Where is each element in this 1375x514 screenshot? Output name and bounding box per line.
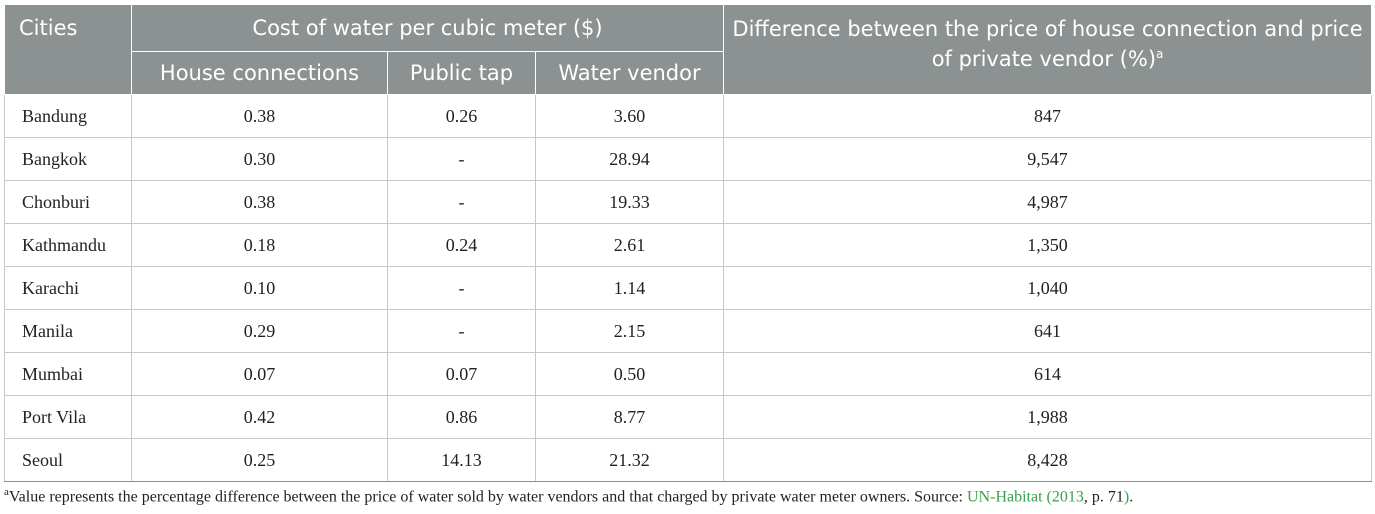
public-tap-cell: 0.07 <box>387 352 536 396</box>
cities-header: Cities <box>4 4 132 95</box>
city-cell: Seoul <box>4 438 132 482</box>
public-tap-cell: - <box>387 266 536 310</box>
house-connection-cell: 0.10 <box>131 266 388 310</box>
public-tap-cell: 14.13 <box>387 438 536 482</box>
house-connection-cell: 0.38 <box>131 180 388 224</box>
public-tap-cell: 0.24 <box>387 223 536 267</box>
difference-cell: 614 <box>723 352 1373 396</box>
footnote-end: . <box>1129 488 1134 506</box>
difference-footnote-mark: a <box>1156 47 1164 61</box>
water-vendor-cell: 2.15 <box>534 309 725 353</box>
table-row: Bangkok 0.30-28.94 9,547 <box>4 137 1373 181</box>
difference-header: Difference between the price of house co… <box>723 4 1373 95</box>
city-cell: Kathmandu <box>4 223 132 267</box>
table-row: Seoul 0.25 14.13 21.32 8,428 <box>4 438 1373 482</box>
table-row: Karachi 0.10-1.14 1,040 <box>4 266 1373 310</box>
water-vendor-cell: 1.14 <box>534 266 725 310</box>
water-vendor-cell: 0.50 <box>534 352 725 396</box>
difference-cell: 847 <box>723 94 1373 138</box>
water-vendor-header: Water vendor <box>534 51 725 95</box>
house-connections-header: House connections <box>131 51 388 95</box>
header-row-sub: House connections Public tap Water vendo… <box>5 51 1372 95</box>
city-cell: Bandung <box>4 94 132 138</box>
cost-group-header: Cost of water per cubic meter ($) <box>130 4 725 52</box>
source-link[interactable]: UN-Habitat (2013 <box>967 488 1084 505</box>
city-cell: Mumbai <box>4 352 132 396</box>
house-connection-cell: 0.25 <box>131 438 388 482</box>
house-connection-cell: 0.42 <box>131 395 388 439</box>
house-connection-cell: 0.29 <box>131 309 388 353</box>
difference-cell: 4,987 <box>723 180 1373 224</box>
difference-cell: 641 <box>723 309 1373 353</box>
table-row: Mumbai 0.07 0.07 0.50 614 <box>4 352 1373 396</box>
difference-cell: 1,350 <box>723 223 1373 267</box>
water-vendor-cell: 2.61 <box>534 223 725 267</box>
table-body: Bandung 0.38 0.26 3.60 847 Bangkok 0.30-28.94 9… <box>4 94 1373 482</box>
difference-header-text: Difference between the price of house co… <box>732 17 1363 71</box>
public-tap-cell: - <box>387 309 536 353</box>
public-tap-header: Public tap <box>387 51 536 95</box>
city-cell: Manila <box>4 309 132 353</box>
city-cell: Chonburi <box>4 180 132 224</box>
public-tap-cell: - <box>387 180 536 224</box>
footnote-page-ref: , p. 71 <box>1083 488 1124 506</box>
table-row: Kathmandu 0.18 0.24 2.61 1,350 <box>4 223 1373 267</box>
source-link-text: UN-Habitat (2013 <box>967 488 1084 506</box>
water-vendor-cell: 3.60 <box>534 94 725 138</box>
difference-cell: 9,547 <box>723 137 1373 181</box>
difference-cell: 1,988 <box>723 395 1373 439</box>
difference-cell: 8,428 <box>723 438 1373 482</box>
footnote-text: Value represents the percentage differen… <box>8 488 967 506</box>
city-cell: Port Vila <box>4 395 132 439</box>
footnote-mark: a <box>4 486 9 498</box>
house-connection-cell: 0.30 <box>131 137 388 181</box>
public-tap-cell: - <box>387 137 536 181</box>
water-vendor-cell: 28.94 <box>534 137 725 181</box>
water-vendor-cell: 8.77 <box>534 395 725 439</box>
city-cell: Karachi <box>4 266 132 310</box>
table-row: Manila 0.29-2.15 641 <box>4 309 1373 353</box>
house-connection-cell: 0.38 <box>131 94 388 138</box>
table-row: Port Vila 0.42 0.86 8.77 1,988 <box>4 395 1373 439</box>
header-row-top: Cities Cost of water per cubic meter ($)… <box>4 4 1373 95</box>
table-footnote: aValue represents the percentage differe… <box>4 486 1133 506</box>
water-vendor-cell: 21.32 <box>534 438 725 482</box>
city-cell: Bangkok <box>4 137 132 181</box>
table-row: Bandung 0.38 0.26 3.60 847 <box>4 94 1373 138</box>
source-link-close[interactable]: ) <box>1123 488 1130 506</box>
public-tap-cell: 0.86 <box>387 395 536 439</box>
water-vendor-cell: 19.33 <box>534 180 725 224</box>
public-tap-cell: 0.26 <box>387 94 536 138</box>
house-connection-cell: 0.18 <box>131 223 388 267</box>
difference-cell: 1,040 <box>723 266 1373 310</box>
house-connection-cell: 0.07 <box>131 352 388 396</box>
water-cost-table: Cities Cost of water per cubic meter ($)… <box>4 4 1373 482</box>
table-row: Chonburi 0.38-19.33 4,987 <box>4 180 1373 224</box>
